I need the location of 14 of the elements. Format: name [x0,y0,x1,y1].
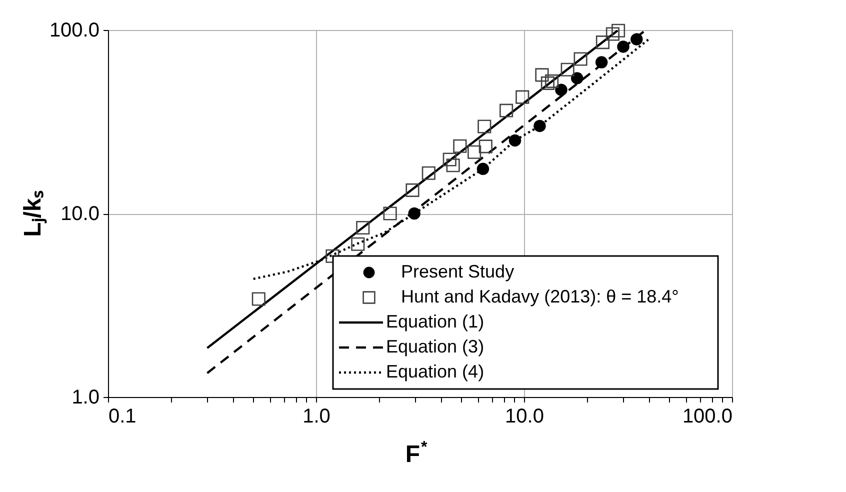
legend-label: Equation (4) [386,362,484,382]
x-tick-label: 0.1 [108,406,136,428]
y-axis-title: Lⱼ/kₛ [19,190,48,237]
y-tick-label: 10.0 [60,203,100,225]
y-tick-label: 1.0 [72,386,100,408]
legend-label: Equation (1) [386,312,484,332]
x-tick-label: 1.0 [302,406,330,428]
x-tick-label: 100.0 [682,406,732,428]
legend-label: Present Study [401,262,514,282]
x-tick-label: 10.0 [505,406,544,428]
y-tick-label: 100.0 [49,20,100,42]
legend-label: Equation (3) [386,336,484,356]
legend-label: Hunt and Kadavy (2013): θ = 18.4° [401,286,679,306]
x-axis-title: F* [405,439,428,468]
